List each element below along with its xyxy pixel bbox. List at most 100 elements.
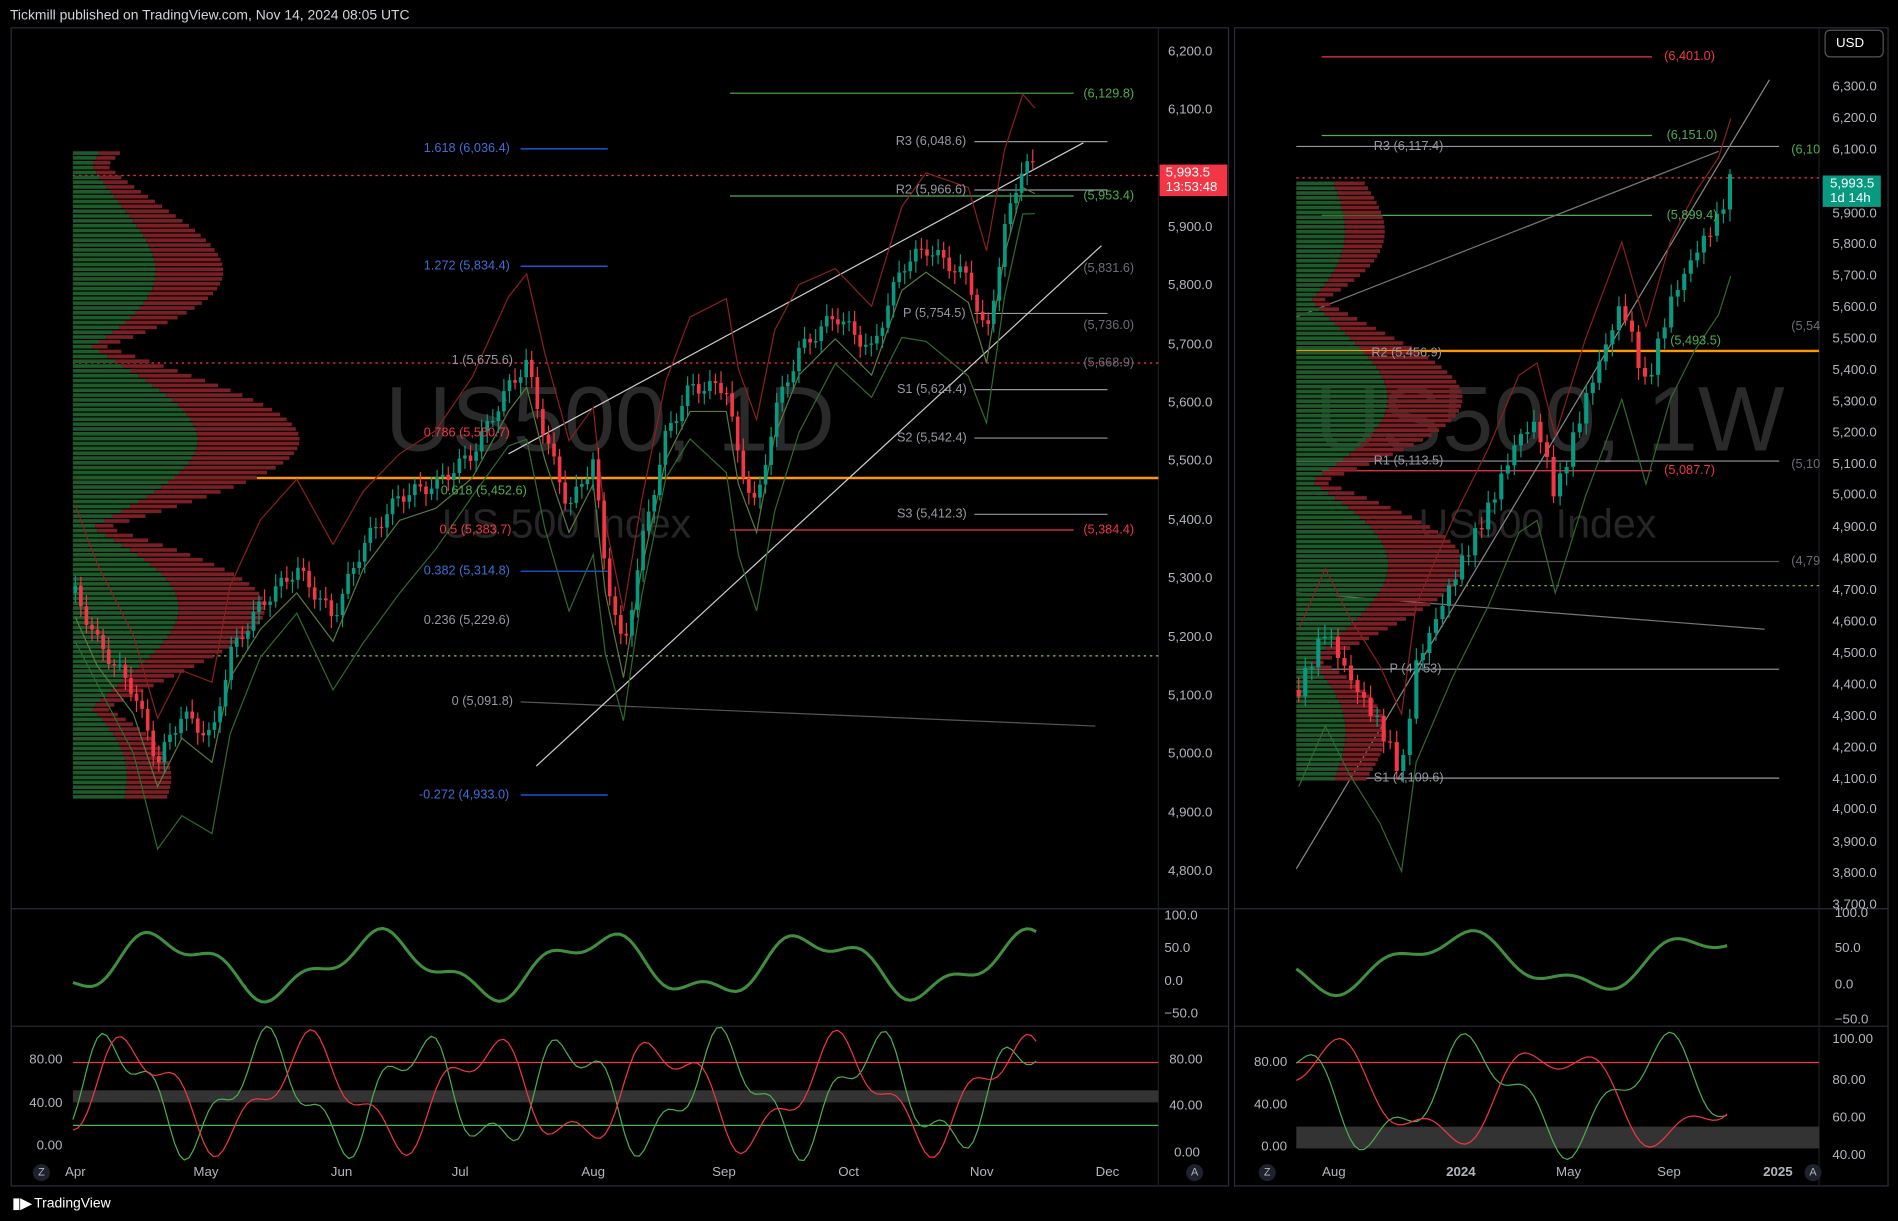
volume-profile xyxy=(72,388,160,393)
volume-profile xyxy=(106,335,134,339)
volume-profile xyxy=(72,669,135,673)
candle-body xyxy=(485,421,490,432)
volume-profile xyxy=(1296,757,1342,762)
price-axis-label: 6,200.0 xyxy=(1832,110,1876,125)
volume-profile xyxy=(1383,544,1456,549)
candle-body xyxy=(630,609,634,636)
stoch-axis-label: 80.00 xyxy=(1254,1054,1287,1069)
time-axis-label: Dec xyxy=(1096,1164,1120,1179)
candle-body xyxy=(1616,306,1621,331)
volume-profile xyxy=(1296,467,1330,471)
volume-profile xyxy=(128,674,175,678)
currency-button[interactable] xyxy=(1824,29,1884,58)
volume-profile xyxy=(72,422,194,426)
volume-profile xyxy=(72,398,173,402)
stochastic xyxy=(1296,1037,1728,1148)
volume-profile xyxy=(1324,312,1348,316)
volume-profile xyxy=(112,330,146,334)
volume-profile xyxy=(1388,563,1464,568)
candle-body xyxy=(774,402,779,437)
volume-profile xyxy=(72,780,127,785)
scale-button-label[interactable]: A xyxy=(1809,1166,1817,1178)
scale-button[interactable] xyxy=(1186,1164,1204,1182)
candle-body xyxy=(318,598,323,600)
scale-button[interactable] xyxy=(1804,1164,1822,1182)
volume-profile xyxy=(195,427,296,431)
volume-profile xyxy=(1296,370,1380,374)
volume-profile xyxy=(72,625,174,630)
volume-profile xyxy=(96,170,116,175)
volume-profile xyxy=(1296,268,1335,273)
volume-profile xyxy=(1381,418,1452,423)
candle-body xyxy=(619,615,623,634)
candle-body xyxy=(229,646,233,680)
volume-profile xyxy=(129,214,176,218)
candle-body xyxy=(969,272,974,295)
pivot-level-label: R3 (6,117.4) xyxy=(1374,139,1444,153)
candle-body xyxy=(290,579,295,582)
volume-profile xyxy=(130,548,177,552)
volume-profile xyxy=(1381,539,1451,544)
pivot-level-label: P (4,753) xyxy=(1389,662,1441,676)
scale-button-label[interactable]: A xyxy=(1191,1166,1199,1178)
volume-profile xyxy=(72,654,151,659)
candle-body xyxy=(947,257,952,272)
volume-profile xyxy=(1345,728,1386,733)
volume-profile xyxy=(1296,273,1332,278)
candle-body xyxy=(1401,754,1406,771)
time-axis-label: Apr xyxy=(65,1164,86,1179)
level-price-label: (5,831.6) xyxy=(1083,261,1134,275)
candle-body xyxy=(1296,689,1301,697)
volume-profile xyxy=(1296,442,1361,447)
candle-body xyxy=(708,381,712,391)
fib-level-label: 0.618 (5,452.6) xyxy=(441,484,527,498)
volume-profile xyxy=(1327,680,1354,684)
candle-body xyxy=(401,496,406,502)
scale-button-label[interactable]: Z xyxy=(1264,1166,1271,1178)
volume-profile xyxy=(1296,718,1345,723)
price-axis-label: 3,700.0 xyxy=(1832,897,1876,912)
volume-profile xyxy=(1296,481,1315,486)
volume-profile xyxy=(72,490,155,494)
volume-profile xyxy=(1386,573,1461,578)
currency-label[interactable]: USD xyxy=(1836,35,1864,50)
volume-profile xyxy=(72,770,127,775)
volume-profile xyxy=(72,393,167,397)
candle-body xyxy=(179,718,183,734)
volume-profile xyxy=(1296,549,1386,554)
candle-body xyxy=(507,380,512,392)
scale-button[interactable] xyxy=(32,1164,50,1182)
volume-profile xyxy=(72,378,146,383)
scale-button[interactable] xyxy=(1258,1164,1276,1182)
watermark: US500, 1D xyxy=(385,368,835,470)
price-axis-label: 4,100.0 xyxy=(1832,771,1876,786)
price-axis-label: 4,900.0 xyxy=(1832,519,1876,534)
volume-profile xyxy=(1296,263,1337,268)
candle-body xyxy=(1675,289,1680,297)
volume-profile xyxy=(1334,268,1366,273)
volume-profile xyxy=(72,785,127,789)
volume-profile xyxy=(166,577,243,581)
volume-profile xyxy=(178,601,265,606)
candle-body xyxy=(1512,445,1517,466)
volume-profile xyxy=(1296,215,1344,220)
price-axis-label: 5,900.0 xyxy=(1832,206,1876,221)
price-axis-label: 5,600.0 xyxy=(1168,394,1212,409)
volume-profile xyxy=(72,383,153,388)
volume-profile xyxy=(72,591,176,596)
volume-profile xyxy=(1320,651,1342,655)
level-price-label: (4,79 xyxy=(1791,554,1820,568)
volume-profile xyxy=(1335,186,1368,190)
volume-profile xyxy=(191,456,290,460)
stochastic xyxy=(72,1029,1037,1158)
volume-profile xyxy=(72,640,164,644)
volume-profile xyxy=(100,698,124,702)
volume-profile xyxy=(72,717,102,722)
scale-button-label[interactable]: Z xyxy=(38,1166,45,1178)
volume-profile xyxy=(72,359,115,364)
price-axis-label: 5,800.0 xyxy=(1168,277,1212,292)
volume-profile xyxy=(1331,273,1361,278)
volume-profile xyxy=(117,683,154,688)
volume-profile xyxy=(1329,467,1357,471)
